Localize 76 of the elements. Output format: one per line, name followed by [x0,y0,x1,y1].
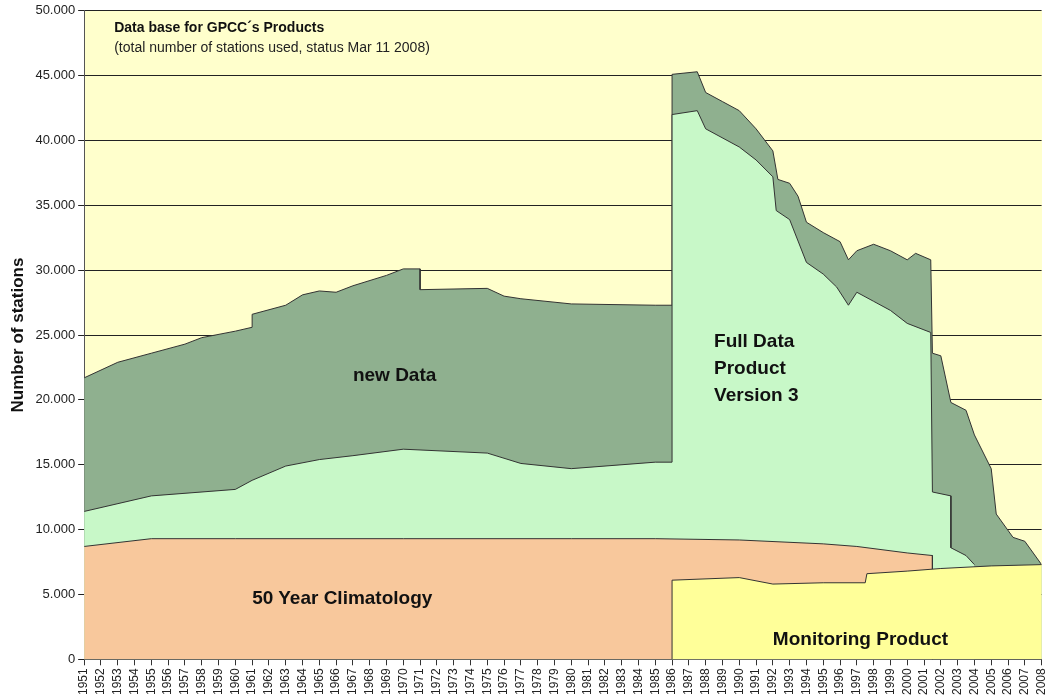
x-tick-label: 1996 [832,667,847,696]
x-tick-label: 1983 [613,667,628,696]
series-label: Monitoring Product [772,628,949,651]
x-tick-label: 1977 [513,667,528,696]
series-label: new Data [352,363,437,386]
y-axis-title: Number of stations [7,257,27,413]
x-tick-label: 1987 [681,667,696,696]
x-tick-label: 1999 [882,667,897,696]
x-tick-label: 1972 [429,667,444,696]
y-tick-label: 30.000 [35,261,76,277]
x-tick-label: 2004 [966,667,981,696]
x-tick-label: 1973 [446,667,461,696]
x-tick-label: 1954 [126,667,141,696]
x-tick-label: 1952 [93,667,108,696]
x-tick-label: 2007 [1017,667,1032,696]
x-tick-label: 1993 [781,667,796,696]
x-tick-label: 2005 [983,667,998,696]
x-tick-label: 2006 [1000,667,1015,696]
x-tick-label: 1961 [244,667,259,696]
x-tick-label: 1958 [194,667,209,696]
x-tick-label: 1997 [849,667,864,696]
x-tick-label: 1953 [110,667,125,696]
x-tick-label: 1959 [210,667,225,696]
x-tick-label: 1985 [647,667,662,696]
series-label: Full Data Product Version 3 [714,329,800,408]
x-tick-label: 2008 [1033,667,1048,696]
x-tick-label: 1998 [865,667,880,696]
x-tick-label: 1984 [630,667,645,696]
y-tick-label: 5.000 [42,586,76,602]
x-tick-label: 1956 [160,667,175,696]
x-tick-label: 1982 [597,667,612,696]
y-tick-label: 10.000 [35,521,76,537]
x-tick-label: 1979 [546,667,561,696]
y-tick-label: 0 [67,650,76,666]
text: (total number of stations used, status Mar 11 2008) [114,38,430,55]
x-tick-label: 1951 [76,667,91,696]
x-tick-label: 1969 [378,667,393,696]
y-tick-label: 45.000 [35,67,76,83]
x-tick-label: 1981 [580,667,595,696]
x-tick-label: 1991 [748,667,763,696]
x-tick-label: 1992 [765,667,780,696]
y-tick-label: 40.000 [35,132,76,148]
x-tick-label: 2000 [899,667,914,696]
series-label: 50 Year Climatology [252,586,433,609]
y-tick-label: 15.000 [35,456,76,472]
x-tick-label: 1974 [462,667,477,696]
x-tick-label: 1978 [530,667,544,696]
x-tick-label: 1989 [714,667,729,696]
y-tick-label: 35.000 [35,196,76,212]
x-tick-label: 1986 [664,667,679,696]
x-tick-label: 1994 [798,667,813,696]
y-tick-label: 20.000 [35,391,76,407]
x-tick-label: 1976 [496,667,511,696]
x-tick-label: 1960 [227,667,242,696]
x-tick-label: 1990 [731,667,746,696]
x-tick-label: 1964 [294,667,309,696]
x-tick-label: 1966 [328,667,343,696]
x-tick-label: 1980 [563,667,578,696]
x-tick-label: 1988 [697,667,712,696]
x-tick-label: 1971 [412,667,427,696]
x-tick-label: 1955 [143,667,158,696]
x-tick-label: 1965 [311,667,326,696]
x-tick-label: 1967 [345,667,360,696]
x-tick-label: 1995 [815,667,830,696]
y-tick-label: 50.000 [35,2,76,18]
x-tick-label: 1968 [362,667,377,696]
x-tick-label: 1963 [278,667,293,696]
x-tick-label: 1975 [479,667,494,696]
x-tick-label: 1962 [261,667,276,696]
text: Data base for GPCC´s Products [114,18,325,35]
x-tick-label: 1957 [177,667,192,696]
x-tick-label: 1970 [395,667,410,696]
y-tick-label: 25.000 [35,326,76,342]
x-tick-label: 2002 [933,667,948,696]
x-tick-label: 2003 [949,667,964,696]
x-tick-label: 2001 [916,667,931,696]
